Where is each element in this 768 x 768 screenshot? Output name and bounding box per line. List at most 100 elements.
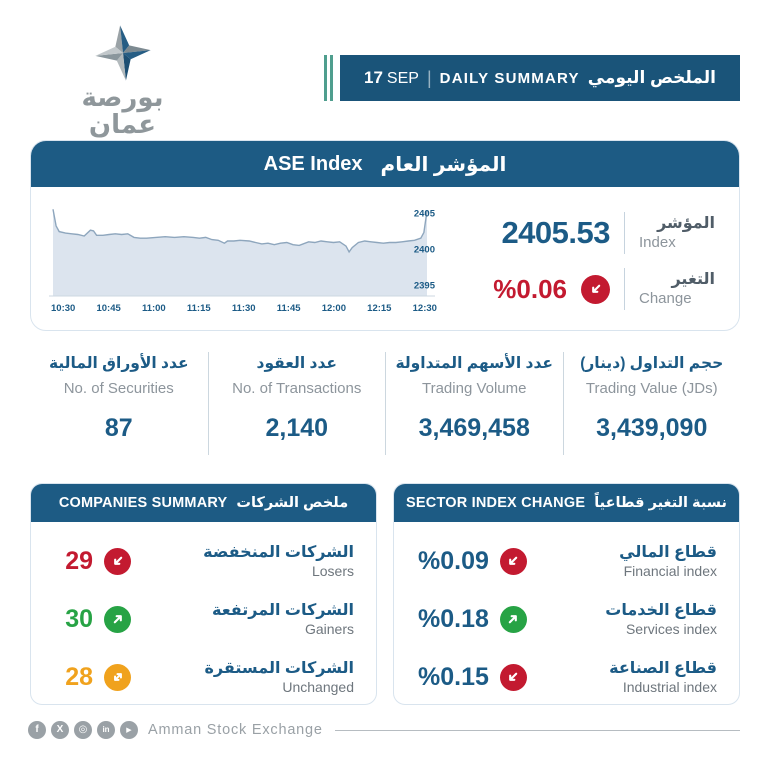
financial-index-change: %0.09: [418, 546, 489, 575]
x-axis-tick: 11:45: [276, 303, 301, 314]
industrial-index-change: %0.15: [418, 662, 489, 691]
x-axis-tick: 11:00: [141, 303, 166, 314]
x-axis-tick: 10:30: [51, 303, 76, 314]
unchanged-labels: الشركات المستقرة Unchanged: [204, 659, 354, 696]
stat-value: 3,439,090: [596, 414, 708, 442]
financial-label-arabic: قطاع المالي: [619, 543, 717, 561]
ase-index-card-header: ASE Index المؤشر العام: [31, 141, 739, 187]
ase-index-card: ASE Index المؤشر العام 2405 2400 2395 10:3…: [30, 140, 740, 331]
stat-label-arabic: حجم التداول (دينار): [580, 355, 724, 372]
services-value-group: %0.18: [418, 605, 527, 634]
stat-trading-value: حجم التداول (دينار) Trading Value (JDs) …: [562, 352, 741, 455]
companies-summary-header: COMPANIES SUMMARY ملخص الشركات: [31, 484, 376, 522]
stat-label-arabic: عدد الأسهم المتداولة: [395, 355, 554, 372]
industrial-label-arabic: قطاع الصناعة: [609, 659, 717, 677]
unchanged-value-group: 28: [55, 663, 131, 692]
linkedin-icon[interactable]: in: [97, 721, 115, 739]
youtube-icon[interactable]: ▶: [120, 721, 138, 739]
banner-bar: 17 SEP | DAILY SUMMARY الملخص اليومي: [340, 55, 740, 101]
companies-header-arabic: ملخص الشركات: [236, 495, 349, 511]
companies-summary-card: COMPANIES SUMMARY ملخص الشركات 29 الشركا…: [30, 483, 377, 705]
facebook-icon[interactable]: f: [28, 721, 46, 739]
gainers-count: 30: [65, 604, 93, 633]
stat-trading-volume: عدد الأسهم المتداولة Trading Volume 3,46…: [385, 352, 563, 455]
footer-divider-line: [334, 729, 740, 731]
x-axis-tick: 12:15: [367, 303, 392, 314]
industrial-value-group: %0.15: [418, 663, 527, 692]
stat-transactions: عدد العقود No. of Transactions 2,140: [207, 352, 386, 455]
x-twitter-icon[interactable]: X: [51, 721, 69, 739]
financial-label-english: Financial index: [623, 562, 717, 579]
stat-label-english: No. of Securities: [63, 380, 174, 397]
sector-index-change-header: SECTOR INDEX CHANGE نسبة التغير قطاعياً: [394, 484, 739, 522]
banner-title-english: DAILY SUMMARY: [439, 69, 580, 87]
unchanged-label-arabic: الشركات المستقرة: [204, 659, 354, 677]
services-label-arabic: قطاع الخدمات: [605, 601, 717, 619]
index-header-arabic: المؤشر العام: [380, 153, 507, 176]
industrial-label-english: Industrial index: [622, 678, 717, 695]
financial-labels: قطاع المالي Financial index: [619, 543, 717, 580]
services-label-english: Services index: [625, 620, 717, 637]
stat-label-english: Trading Volume: [421, 380, 527, 397]
chart-x-axis-ticks: 10:30 10:45 11:00 11:15 11:30 11:45 12:00 12:15…: [47, 300, 439, 314]
change-label-english: Change: [639, 289, 692, 307]
stat-label-arabic: عدد الأوراق المالية: [48, 355, 189, 372]
x-axis-tick: 10:45: [96, 303, 121, 314]
arrow-down-left-icon: [104, 547, 131, 575]
stat-value: 2,140: [265, 414, 329, 442]
sector-index-change-body: %0.09 قطاع المالي Financial index %0.18 …: [394, 522, 739, 706]
arrow-up-right-icon: [499, 605, 527, 633]
x-axis-tick: 12:30: [412, 303, 437, 314]
footer: f X ◎ in ▶ Amman Stock Exchange: [28, 721, 740, 739]
index-value-row: 2405.53 المؤشر Index: [451, 212, 715, 254]
divider: [624, 268, 625, 310]
companies-summary-body: 29 الشركات المنخفضة Losers 30 الشركات ال…: [31, 522, 376, 706]
financial-value-group: %0.09: [418, 547, 527, 576]
arrow-down-left-icon: [499, 547, 527, 575]
x-axis-tick: 11:30: [231, 303, 256, 314]
index-label-english: Index: [639, 233, 676, 251]
chart-block: 2405 2400 2395 10:30 10:45 11:00 11:15 11:30 11…: [47, 200, 445, 314]
losers-label-arabic: الشركات المنخفضة: [203, 543, 354, 561]
stat-label-english: No. of Transactions: [232, 380, 362, 397]
unchanged-count: 28: [65, 662, 93, 691]
stat-label-english: Trading Value (JDs): [585, 380, 718, 397]
change-labels: التغير Change: [639, 271, 715, 307]
services-index-change: %0.18: [418, 604, 489, 633]
gainers-label-arabic: الشركات المرتفعة: [212, 601, 354, 619]
stat-label-arabic: عدد العقود: [256, 355, 337, 372]
losers-label-english: Losers: [311, 562, 354, 579]
sector-index-change-card: SECTOR INDEX CHANGE نسبة التغير قطاعياً …: [393, 483, 740, 705]
sectors-header-arabic: نسبة التغير قطاعياً: [594, 495, 727, 511]
services-index-row: %0.18 قطاع الخدمات Services index: [418, 590, 717, 648]
banner-title-arabic: الملخص اليومي: [587, 68, 716, 87]
gainers-row: 30 الشركات المرتفعة Gainers: [55, 590, 354, 648]
logo-title-arabic: بورصة عمان: [81, 82, 164, 140]
arrow-up-right-icon: [104, 605, 131, 633]
index-info-block: 2405.53 المؤشر Index %0.06 التغير Change: [445, 200, 727, 314]
gainers-label-english: Gainers: [304, 620, 354, 637]
arrow-down-left-icon: [499, 663, 527, 691]
svg-text:2395: 2395: [414, 281, 436, 292]
services-labels: قطاع الخدمات Services index: [605, 601, 717, 638]
banner-accent-line: [324, 55, 327, 101]
financial-index-row: %0.09 قطاع المالي Financial index: [418, 532, 717, 590]
banner-separator: |: [426, 67, 432, 88]
gainers-value-group: 30: [55, 605, 131, 634]
market-stats-row: عدد الأوراق المالية No. of Securities 87…: [30, 352, 740, 455]
unchanged-row: 28 الشركات المستقرة Unchanged: [55, 648, 354, 706]
footer-text: Amman Stock Exchange: [148, 722, 323, 738]
svg-text:2400: 2400: [414, 245, 435, 256]
industrial-labels: قطاع الصناعة Industrial index: [609, 659, 717, 696]
arrow-down-left-icon: [581, 274, 610, 304]
stat-securities: عدد الأوراق المالية No. of Securities 87: [30, 352, 208, 455]
x-axis-tick: 11:15: [186, 303, 211, 314]
banner-date: 17 SEP: [364, 68, 419, 88]
stat-value: 3,469,458: [418, 414, 530, 442]
x-axis-tick: 12:00: [321, 303, 346, 314]
svg-text:2405: 2405: [414, 208, 436, 219]
instagram-icon[interactable]: ◎: [74, 721, 92, 739]
change-label-arabic: التغير: [671, 271, 715, 289]
gainers-labels: الشركات المرتفعة Gainers: [212, 601, 354, 638]
